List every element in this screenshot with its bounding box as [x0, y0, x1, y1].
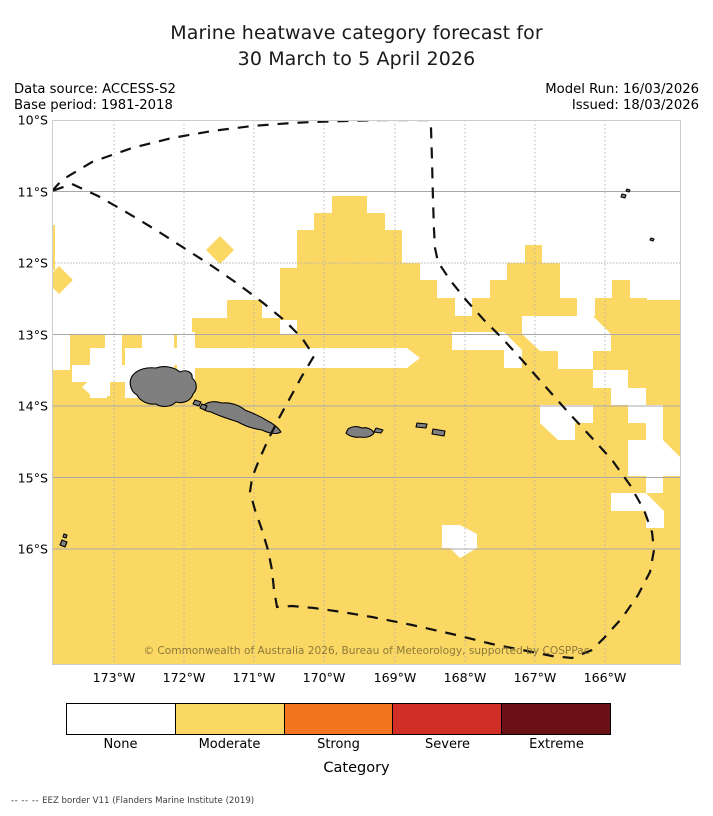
page-title: Marine heatwave category forecast for 30… — [0, 20, 713, 72]
map-gridlines — [52, 120, 681, 665]
map-frame-border — [52, 120, 681, 665]
longitude-tick-label: 170°W — [302, 670, 346, 685]
colorbar-swatch-moderate[interactable] — [175, 704, 285, 734]
colorbar-swatch-none[interactable] — [67, 704, 176, 734]
colorbar-label-strong: Strong — [317, 737, 360, 752]
islet-manono — [199, 403, 208, 411]
colorbar-swatch-extreme[interactable] — [502, 704, 610, 734]
longitude-tick-label: 171°W — [232, 670, 276, 685]
island-tutuila — [345, 426, 375, 438]
latitude-tick-label: 12°S — [17, 255, 48, 271]
metadata-right: Model Run: 16/03/2026 Issued: 18/03/2026 — [545, 82, 699, 113]
land-polygons — [59, 188, 655, 548]
category-colorbar-labels: None Moderate Strong Severe Extreme — [66, 737, 611, 755]
latitude-tick-label: 15°S — [17, 470, 48, 485]
colorbar-swatch-strong[interactable] — [284, 704, 394, 734]
eez-dash-symbol: -- -- -- — [11, 796, 40, 806]
eez-footnote-text: EEZ border V11 (Flanders Marine Institut… — [42, 796, 255, 806]
latitude-tick-label: 13°S — [17, 327, 48, 342]
map-plot-area: © Commonwealth of Australia 2026, Bureau… — [52, 120, 681, 665]
longitude-tick-label: 169°W — [373, 670, 417, 685]
islet-southwest — [59, 539, 68, 548]
island-ofu-olosega — [415, 422, 428, 429]
island-upolu — [201, 401, 282, 435]
islet-apolima — [192, 399, 202, 407]
island-savaii — [129, 366, 197, 407]
longitude-tick-label: 166°W — [583, 670, 627, 685]
islet-rose — [620, 193, 627, 199]
colorbar-label-extreme: Extreme — [529, 737, 584, 752]
islet-east-dot — [649, 237, 655, 242]
category-colorbar — [66, 703, 611, 735]
issued-text: Issued: 18/03/2026 — [571, 97, 699, 113]
island-tau — [431, 428, 446, 437]
colorbar-label-severe: Severe — [425, 737, 470, 752]
islet-north-small — [625, 188, 631, 193]
longitude-axis: 173°W 172°W 171°W 170°W 169°W 168°W 167°W 166°W — [52, 667, 681, 691]
colorbar-title: Category — [323, 760, 390, 776]
longitude-tick-label: 173°W — [92, 670, 136, 685]
model-run-text: Model Run: 16/03/2026 — [545, 82, 699, 97]
latitude-tick-label: 16°S — [17, 541, 48, 557]
longitude-tick-label: 172°W — [162, 670, 206, 685]
data-source-text: Data source: ACCESS-S2 — [14, 82, 176, 97]
latitude-tick-label: 10°S — [17, 112, 48, 128]
eez-footnote: -- -- -- EEZ border V11 (Flanders Marine … — [11, 796, 254, 806]
colorbar-label-moderate: Moderate — [198, 737, 261, 752]
islet-southwest-small — [62, 533, 68, 539]
eez-border — [52, 120, 656, 660]
longitude-tick-label: 167°W — [513, 670, 557, 685]
colorbar-label-none: None — [103, 737, 138, 752]
latitude-tick-label: 11°S — [17, 184, 48, 199]
latitude-tick-label: 14°S — [17, 398, 48, 414]
title-line-1: Marine heatwave category forecast for — [170, 22, 543, 44]
title-line-2: 30 March to 5 April 2026 — [237, 48, 476, 70]
latitude-axis: 10°S 11°S 12°S 13°S 14°S 15°S 16°S — [0, 113, 52, 665]
colorbar-swatch-severe[interactable] — [393, 704, 503, 734]
heatwave-category-map — [52, 120, 681, 665]
metadata-left: Data source: ACCESS-S2 Base period: 1981… — [14, 82, 176, 113]
islet-aunuu — [373, 427, 384, 434]
base-period-text: Base period: 1981-2018 — [14, 97, 173, 113]
longitude-tick-label: 168°W — [443, 670, 487, 685]
